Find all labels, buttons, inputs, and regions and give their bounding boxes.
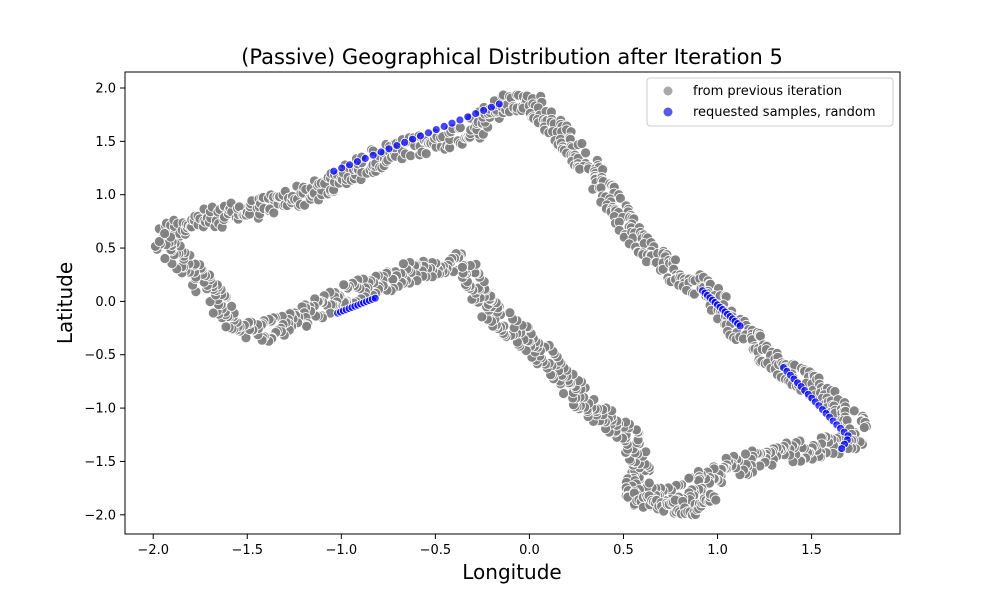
previous-point xyxy=(615,192,626,204)
x-axis-label: Longitude xyxy=(462,560,561,584)
plot-area-frame xyxy=(124,71,901,535)
requested-point xyxy=(352,157,362,167)
previous-point xyxy=(574,163,586,175)
legend-marker-previous xyxy=(663,86,673,96)
requested-sample-points xyxy=(329,99,853,454)
previous-point xyxy=(476,311,488,323)
previous-point xyxy=(338,279,350,291)
chart-title: (Passive) Geographical Distribution afte… xyxy=(241,45,783,69)
x-tick-label: 1.5 xyxy=(801,543,822,558)
requested-point xyxy=(329,166,339,176)
previous-point xyxy=(405,150,417,162)
legend-marker-requested xyxy=(663,107,673,117)
previous-point xyxy=(159,228,171,239)
legend: from previous iteration requested sample… xyxy=(646,77,894,127)
requested-point xyxy=(416,131,425,141)
requested-point xyxy=(455,115,465,125)
previous-point xyxy=(580,147,591,159)
previous-point xyxy=(456,261,468,273)
previous-point xyxy=(159,253,171,264)
requested-point xyxy=(423,128,433,138)
x-tick-label: −2.0 xyxy=(137,543,169,558)
legend-label-requested: requested samples, random xyxy=(693,105,876,120)
previous-point xyxy=(153,236,165,247)
requested-point xyxy=(735,321,745,331)
y-tick-label: 0.5 xyxy=(95,242,116,257)
previous-point xyxy=(558,388,569,399)
previous-point xyxy=(226,300,238,312)
previous-point xyxy=(220,321,232,333)
previous-point xyxy=(420,148,432,160)
y-tick-label: −0.5 xyxy=(84,348,116,363)
legend-box xyxy=(646,77,894,127)
requested-point xyxy=(368,150,378,160)
requested-point xyxy=(370,293,380,303)
requested-point xyxy=(345,160,355,170)
y-tick-label: 2.0 xyxy=(95,82,116,97)
requested-point xyxy=(431,125,441,135)
previous-point xyxy=(848,405,860,417)
requested-point xyxy=(463,112,473,122)
x-tick-label: −1.5 xyxy=(231,543,263,558)
requested-point xyxy=(360,153,370,163)
previous-point xyxy=(683,472,695,484)
requested-point xyxy=(471,109,481,118)
y-tick-label: −1.5 xyxy=(84,455,116,470)
previous-point xyxy=(740,448,751,460)
requested-point xyxy=(400,137,410,147)
y-axis-ticks: −2.0 −1.5 −1.0 −0.5 0.0 0.5 1.0 1.5 2.0 xyxy=(84,82,125,523)
legend-label-previous: from previous iteration xyxy=(693,84,842,99)
y-axis-label: Latitude xyxy=(53,262,77,344)
x-tick-label: −1.0 xyxy=(326,543,358,558)
previous-point xyxy=(207,307,219,319)
previous-point xyxy=(301,320,313,332)
requested-point xyxy=(408,134,418,144)
x-tick-label: 0.0 xyxy=(519,543,540,558)
previous-point xyxy=(710,494,722,506)
x-tick-label: 0.5 xyxy=(613,543,634,558)
previous-point xyxy=(576,138,588,149)
requested-point xyxy=(494,99,504,109)
x-tick-label: −0.5 xyxy=(420,543,452,558)
previous-point xyxy=(670,254,681,266)
requested-point xyxy=(337,163,347,173)
y-tick-label: 0.0 xyxy=(95,295,116,310)
previous-point xyxy=(858,422,870,433)
requested-point xyxy=(439,122,449,131)
requested-point xyxy=(837,444,847,454)
x-tick-label: 1.0 xyxy=(707,543,728,558)
requested-point xyxy=(376,147,386,157)
y-tick-label: −2.0 xyxy=(84,508,116,523)
previous-point xyxy=(397,258,409,270)
y-tick-label: 1.5 xyxy=(95,135,116,150)
previous-point xyxy=(268,207,280,219)
requested-point xyxy=(479,106,489,115)
previous-point xyxy=(643,477,655,489)
requested-point xyxy=(384,144,394,154)
requested-point xyxy=(486,102,496,112)
x-axis-ticks: −2.0 −1.5 −1.0 −0.5 0.0 0.5 1.0 1.5 xyxy=(137,534,822,558)
y-tick-label: −1.0 xyxy=(84,402,116,417)
previous-point xyxy=(504,307,516,319)
y-tick-label: 1.0 xyxy=(95,188,116,203)
requested-point xyxy=(447,118,457,128)
requested-point xyxy=(392,141,402,151)
